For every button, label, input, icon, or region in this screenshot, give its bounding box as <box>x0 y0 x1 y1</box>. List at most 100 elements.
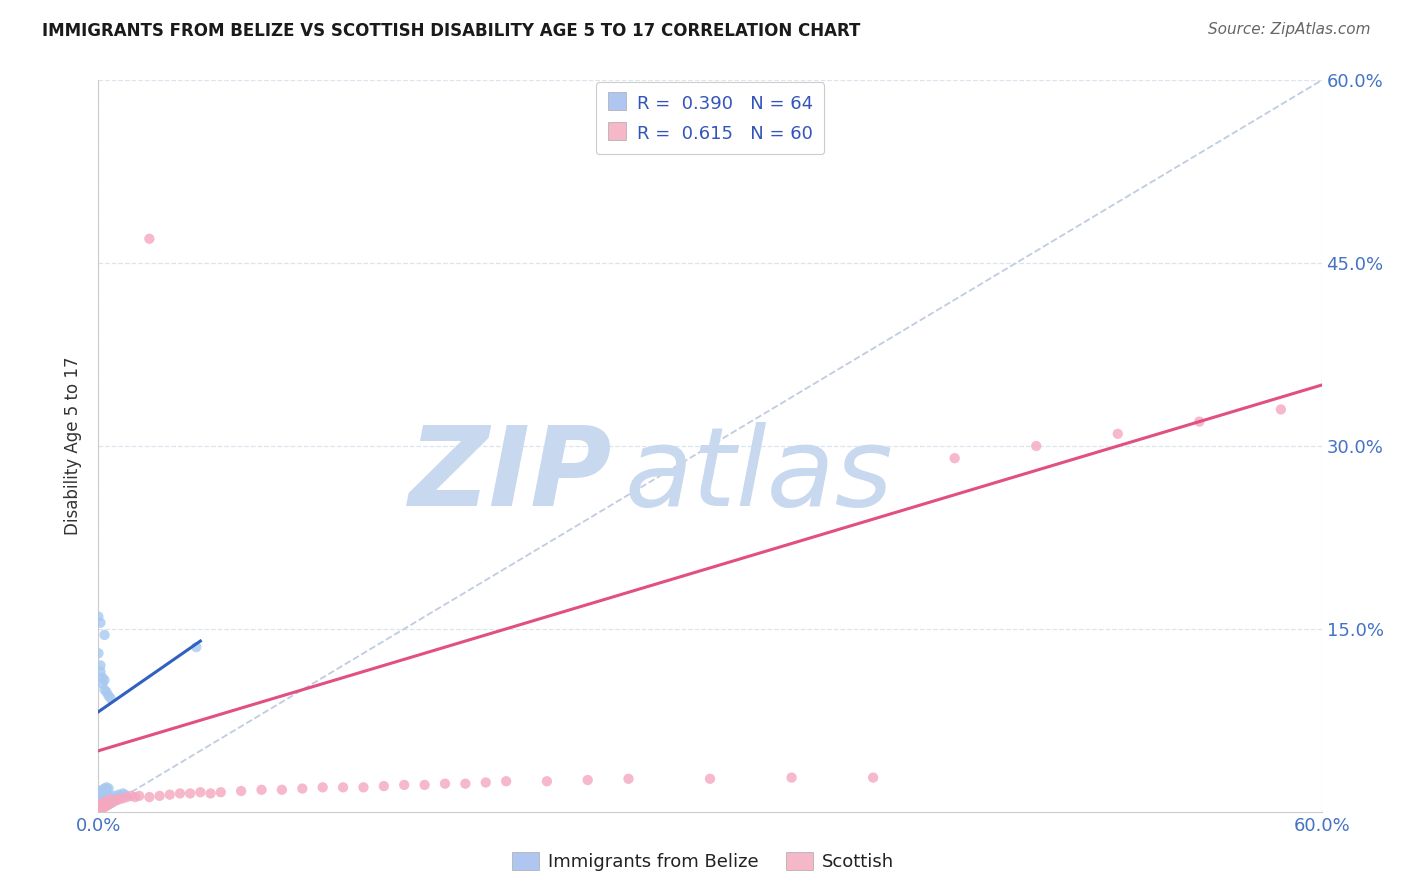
Point <box>97 797 120 812</box>
Point <box>495 774 517 789</box>
Point <box>96 782 118 797</box>
Point <box>332 780 354 795</box>
Text: IMMIGRANTS FROM BELIZE VS SCOTTISH DISABILITY AGE 5 TO 17 CORRELATION CHART: IMMIGRANTS FROM BELIZE VS SCOTTISH DISAB… <box>42 22 860 40</box>
Point <box>120 789 142 803</box>
Point <box>96 796 118 810</box>
Y-axis label: Disability Age 5 to 17: Disability Age 5 to 17 <box>65 357 83 535</box>
Point <box>352 780 374 795</box>
Text: atlas: atlas <box>624 422 893 529</box>
Point <box>576 772 599 787</box>
Point <box>89 800 111 814</box>
Point <box>104 794 127 808</box>
Point <box>188 785 212 799</box>
Point <box>93 790 115 805</box>
Point <box>138 232 160 246</box>
Point <box>93 800 115 814</box>
Point <box>100 796 122 810</box>
Point <box>89 797 111 812</box>
Point <box>96 798 118 813</box>
Point <box>209 785 232 799</box>
Point <box>101 795 124 809</box>
Point <box>91 801 114 815</box>
Point <box>434 777 457 791</box>
Point <box>111 791 134 805</box>
Point <box>89 785 111 799</box>
Point <box>100 790 122 805</box>
Point <box>392 778 416 792</box>
Point <box>312 780 335 795</box>
Point <box>105 792 128 806</box>
Point <box>93 797 115 812</box>
Point <box>89 796 111 810</box>
Point <box>108 791 131 805</box>
Point <box>93 795 115 809</box>
Point <box>97 789 120 803</box>
Point <box>1270 402 1292 417</box>
Point <box>89 658 111 673</box>
Point <box>124 790 146 805</box>
Point <box>91 796 114 810</box>
Point <box>93 682 115 697</box>
Point <box>91 798 114 813</box>
Point <box>291 781 314 796</box>
Point <box>93 784 115 798</box>
Point <box>89 797 111 812</box>
Point <box>87 609 110 624</box>
Point <box>89 802 111 816</box>
Point <box>87 804 110 818</box>
Point <box>96 685 118 699</box>
Point <box>373 779 395 793</box>
Point <box>105 792 128 806</box>
Legend: Immigrants from Belize, Scottish: Immigrants from Belize, Scottish <box>505 845 901 879</box>
Point <box>89 795 111 809</box>
Point <box>87 800 110 814</box>
Point <box>454 777 477 791</box>
Point <box>536 774 558 789</box>
Point <box>96 791 118 805</box>
Point <box>862 771 884 785</box>
Point <box>89 784 111 798</box>
Point <box>93 795 115 809</box>
Point <box>96 798 118 813</box>
Point <box>100 796 122 810</box>
Point <box>93 673 115 687</box>
Point <box>87 787 110 801</box>
Point <box>91 798 114 813</box>
Point <box>138 790 160 805</box>
Point <box>1107 426 1129 441</box>
Point <box>108 788 131 802</box>
Point <box>97 795 120 809</box>
Point <box>108 792 131 806</box>
Point <box>91 795 114 809</box>
Point <box>250 782 273 797</box>
Point <box>699 772 721 786</box>
Text: Source: ZipAtlas.com: Source: ZipAtlas.com <box>1208 22 1371 37</box>
Point <box>270 782 294 797</box>
Point <box>104 789 127 803</box>
Point <box>96 796 118 810</box>
Point <box>87 802 110 816</box>
Point <box>617 772 640 786</box>
Point <box>91 801 114 815</box>
Point <box>100 691 122 706</box>
Point <box>101 795 124 809</box>
Point <box>128 789 150 803</box>
Point <box>89 665 111 679</box>
Point <box>115 790 138 805</box>
Point <box>97 689 120 703</box>
Point <box>91 782 114 797</box>
Point <box>93 797 115 812</box>
Point <box>200 787 222 801</box>
Point <box>169 787 191 801</box>
Point <box>97 794 120 808</box>
Point <box>413 778 436 792</box>
Point <box>91 785 114 799</box>
Point <box>97 781 120 796</box>
Point <box>104 794 127 808</box>
Point <box>159 788 181 802</box>
Point <box>780 771 803 785</box>
Point <box>91 671 114 685</box>
Point <box>91 794 114 808</box>
Point <box>93 800 115 814</box>
Point <box>101 791 124 805</box>
